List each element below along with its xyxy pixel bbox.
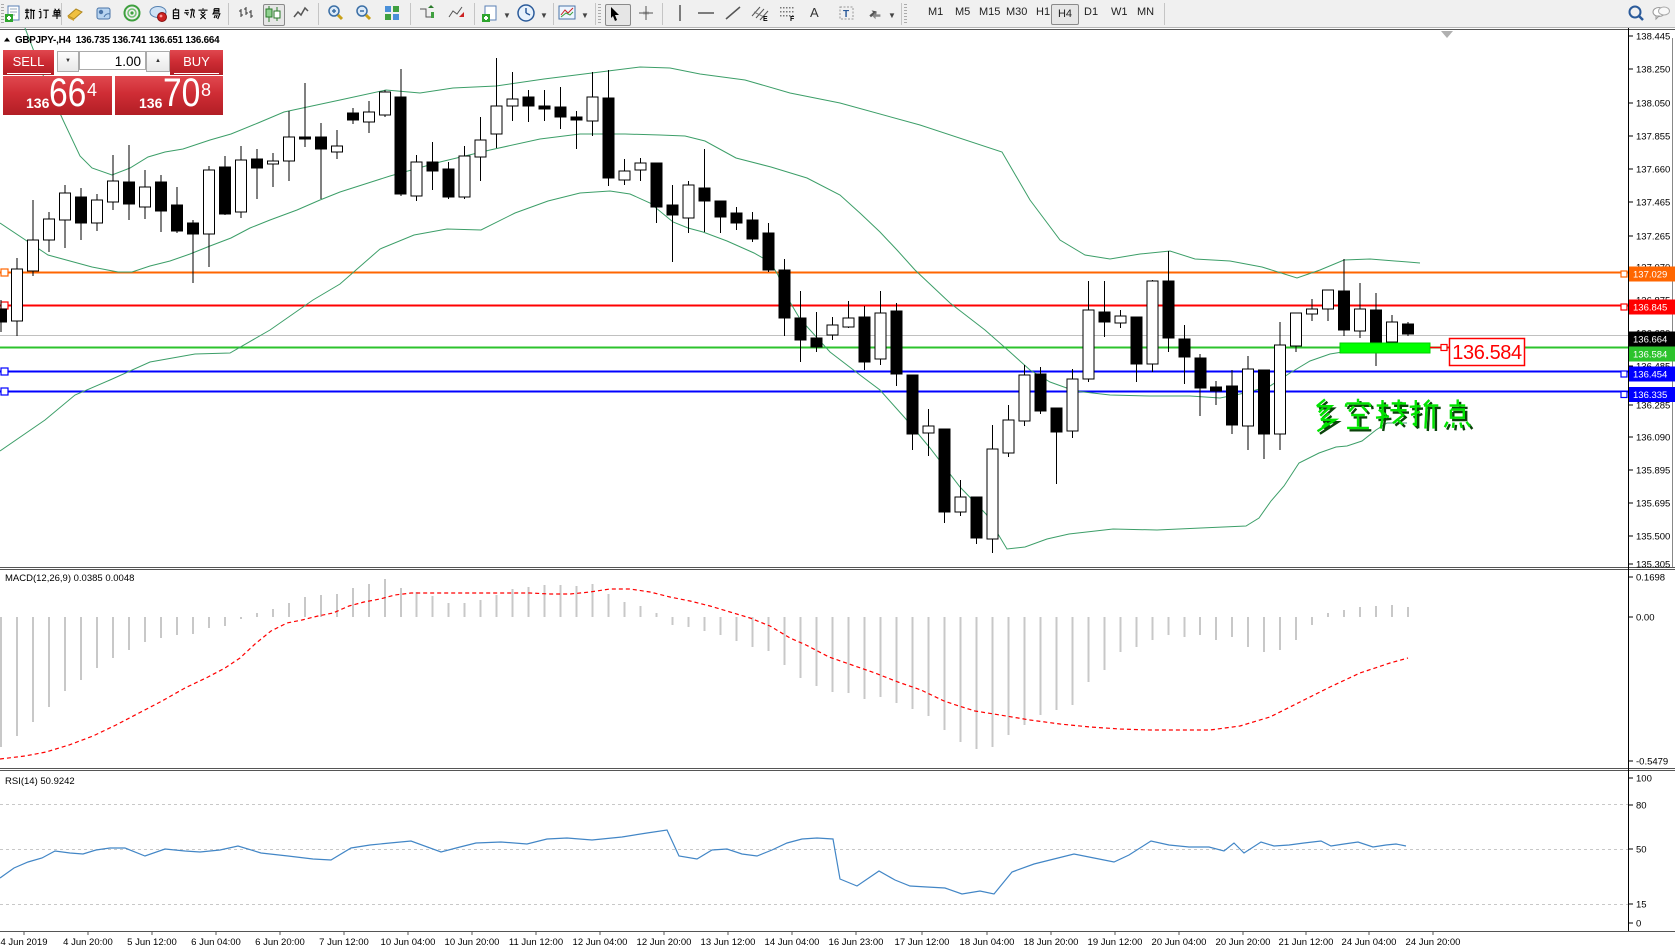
svg-text:10 Jun 20:00: 10 Jun 20:00 bbox=[445, 937, 500, 948]
svg-text:18 Jun 20:00: 18 Jun 20:00 bbox=[1024, 937, 1079, 948]
svg-text:F: F bbox=[790, 16, 795, 23]
svg-text:137.855: 137.855 bbox=[1636, 132, 1670, 143]
svg-text:15: 15 bbox=[1636, 900, 1647, 911]
svg-text:0.00: 0.00 bbox=[1636, 613, 1655, 624]
svg-text:10 Jun 04:00: 10 Jun 04:00 bbox=[381, 937, 436, 948]
svg-text:136.335: 136.335 bbox=[1633, 390, 1667, 401]
svg-text:12 Jun 20:00: 12 Jun 20:00 bbox=[637, 937, 692, 948]
svg-text:MACD(12,26,9) 0.0385 0.0048: MACD(12,26,9) 0.0385 0.0048 bbox=[5, 573, 134, 584]
svg-text:0.1698: 0.1698 bbox=[1636, 573, 1665, 584]
svg-text:20 Jun 20:00: 20 Jun 20:00 bbox=[1216, 937, 1271, 948]
svg-text:136.664: 136.664 bbox=[1633, 335, 1667, 346]
svg-text:135.500: 135.500 bbox=[1636, 532, 1670, 543]
svg-text:4 Jun 2019: 4 Jun 2019 bbox=[0, 937, 47, 948]
svg-text:-0.5479: -0.5479 bbox=[1636, 757, 1668, 768]
svg-text:RSI(14) 50.9242: RSI(14) 50.9242 bbox=[5, 776, 75, 787]
svg-text:136.090: 136.090 bbox=[1636, 433, 1670, 444]
svg-text:24 Jun 04:00: 24 Jun 04:00 bbox=[1342, 937, 1397, 948]
svg-text:50: 50 bbox=[1636, 845, 1647, 856]
svg-text:24 Jun 20:00: 24 Jun 20:00 bbox=[1406, 937, 1461, 948]
svg-text:12 Jun 04:00: 12 Jun 04:00 bbox=[573, 937, 628, 948]
svg-text:16 Jun 23:00: 16 Jun 23:00 bbox=[829, 937, 884, 948]
svg-text:137.029: 137.029 bbox=[1633, 270, 1667, 281]
svg-text:136.584: 136.584 bbox=[1633, 350, 1667, 361]
svg-text:GBPJPY-,H4 136.735 136.741 13: GBPJPY-,H4 136.735 136.741 136.651 136.6… bbox=[15, 35, 220, 46]
svg-text:136.454: 136.454 bbox=[1633, 370, 1667, 381]
svg-text:138.250: 138.250 bbox=[1636, 65, 1670, 76]
svg-text:136.584: 136.584 bbox=[1452, 342, 1522, 364]
svg-text:6 Jun 04:00: 6 Jun 04:00 bbox=[191, 937, 241, 948]
svg-text:21 Jun 12:00: 21 Jun 12:00 bbox=[1279, 937, 1334, 948]
svg-text:13 Jun 12:00: 13 Jun 12:00 bbox=[701, 937, 756, 948]
svg-text:135.695: 135.695 bbox=[1636, 499, 1670, 510]
svg-text:4 Jun 20:00: 4 Jun 20:00 bbox=[63, 937, 113, 948]
svg-text:80: 80 bbox=[1636, 801, 1647, 812]
svg-text:20 Jun 04:00: 20 Jun 04:00 bbox=[1152, 937, 1207, 948]
svg-text:T: T bbox=[843, 9, 849, 20]
svg-text:138.445: 138.445 bbox=[1636, 32, 1670, 43]
svg-text:19 Jun 12:00: 19 Jun 12:00 bbox=[1088, 937, 1143, 948]
svg-text:17 Jun 12:00: 17 Jun 12:00 bbox=[895, 937, 950, 948]
svg-text:18 Jun 04:00: 18 Jun 04:00 bbox=[960, 937, 1015, 948]
svg-text:7 Jun 12:00: 7 Jun 12:00 bbox=[319, 937, 369, 948]
svg-text:138.050: 138.050 bbox=[1636, 99, 1670, 110]
svg-text:5 Jun 12:00: 5 Jun 12:00 bbox=[127, 937, 177, 948]
svg-text:100: 100 bbox=[1636, 774, 1652, 785]
svg-text:11 Jun 12:00: 11 Jun 12:00 bbox=[509, 937, 563, 948]
svg-text:137.660: 137.660 bbox=[1636, 165, 1670, 176]
svg-text:14 Jun 04:00: 14 Jun 04:00 bbox=[765, 937, 820, 948]
svg-text:6 Jun 20:00: 6 Jun 20:00 bbox=[255, 937, 305, 948]
svg-text:136.285: 136.285 bbox=[1636, 401, 1670, 412]
svg-text:137.265: 137.265 bbox=[1636, 232, 1670, 243]
svg-text:E: E bbox=[763, 16, 768, 23]
svg-text:136.845: 136.845 bbox=[1633, 303, 1667, 314]
svg-text:137.465: 137.465 bbox=[1636, 198, 1670, 209]
svg-text:135.895: 135.895 bbox=[1636, 466, 1670, 477]
svg-text:135.305: 135.305 bbox=[1636, 560, 1670, 571]
svg-text:0: 0 bbox=[1636, 919, 1641, 930]
